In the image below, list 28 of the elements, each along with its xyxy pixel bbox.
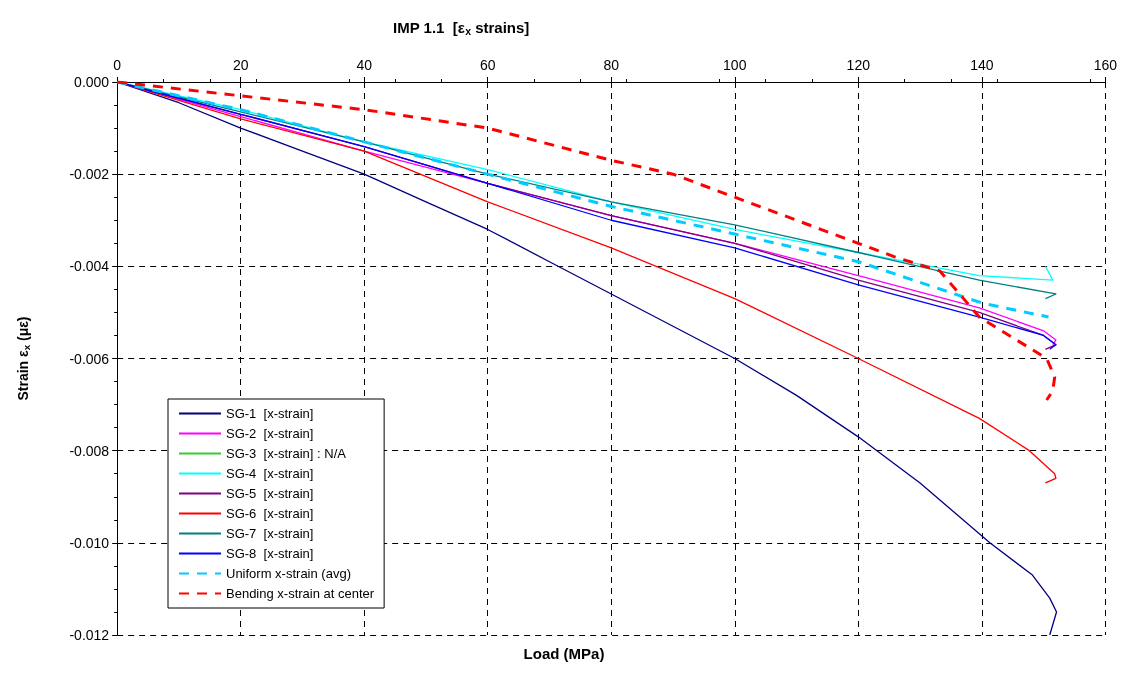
legend-label: SG-7 [x-strain] [226,526,314,541]
y-tick-label: -0.010 [69,534,110,551]
legend-label: SG-3 [x-strain] : N/A [226,446,347,461]
x-tick-label: 20 [232,57,249,73]
x-tick-label: 60 [479,57,496,73]
x-axis-title: Load (MPa) [523,645,605,662]
y-tick-label: -0.002 [69,166,110,183]
legend-label: SG-5 [x-strain] [226,486,314,501]
y-tick-label: -0.008 [69,442,110,459]
x-tick-label: 160 [1093,57,1118,73]
legend-label: Bending x-strain at center [226,586,375,601]
x-tick-label: 40 [356,57,373,73]
y-tick-label: -0.004 [69,258,110,275]
x-tick-label: 80 [603,57,620,73]
x-tick-label: 100 [723,57,747,73]
legend-label: Uniform x-strain (avg) [226,566,351,581]
legend-label: SG-1 [x-strain] [226,406,314,421]
x-tick-label: 120 [846,57,871,73]
y-axis-title: Strain εx (με) [15,316,32,401]
legend-label: SG-8 [x-strain] [226,546,314,561]
y-tick-label: -0.006 [69,350,110,367]
legend-label: SG-6 [x-strain] [226,506,314,521]
legend-label: SG-2 [x-strain] [226,426,314,441]
y-tick-label: -0.012 [69,627,110,643]
legend-label: SG-4 [x-strain] [226,466,314,481]
x-tick-label: 0 [113,57,122,73]
y-tick-label: 0.000 [74,74,110,90]
x-tick-label: 140 [970,57,994,73]
